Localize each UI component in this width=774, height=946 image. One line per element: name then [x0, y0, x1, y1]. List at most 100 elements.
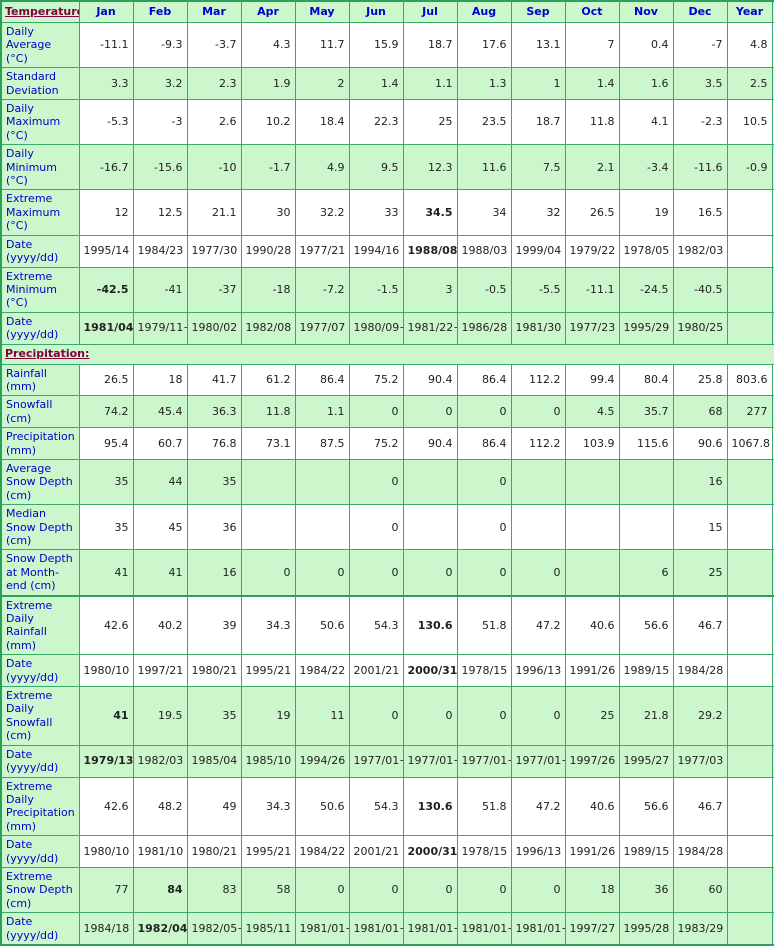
- table-cell: 47.2: [510, 594, 566, 656]
- table-cell: 1982/08: [240, 311, 296, 345]
- table-cell: -24.5: [618, 266, 674, 313]
- table-cell: 21.8: [618, 686, 674, 746]
- row-label: Average Snow Depth (cm): [0, 458, 80, 506]
- table-cell: 25.8: [672, 363, 728, 397]
- table-cell: 1977/01+: [348, 744, 404, 778]
- table-cell: 95.4: [78, 427, 134, 460]
- table-cell: 1995/21: [240, 835, 296, 868]
- table-cell: 1986/28: [456, 311, 512, 345]
- table-cell: 74.2: [78, 395, 134, 429]
- table-row: Extreme Maximum (°C) 12 12.5 21.1 30 32.2 33 34…: [0, 189, 774, 236]
- table-cell: 25: [672, 549, 728, 597]
- table-cell: 0: [402, 866, 458, 914]
- table-cell: 34.5: [402, 189, 458, 236]
- table-cell: 50.6: [294, 594, 350, 656]
- table-cell: 1984/23: [132, 234, 188, 268]
- table-cell: [726, 866, 773, 914]
- table-cell: 2.1: [564, 144, 620, 191]
- table-cell: 1.6: [618, 67, 674, 101]
- table-cell: 1984/28: [672, 654, 728, 688]
- table-cell: 12: [78, 189, 134, 236]
- table-row: Date (yyyy/dd) 1979/13 1982/03 1985/04 1985/…: [0, 744, 774, 778]
- table-cell: 19.5: [132, 686, 188, 746]
- table-cell: 40.2: [132, 594, 188, 656]
- table-cell: [618, 458, 674, 506]
- row-label: Snow Depth at Month-end (cm): [0, 549, 80, 597]
- table-row: Date (yyyy/dd) 1995/14 1984/23 1977/30 1990/…: [0, 234, 774, 268]
- table-cell: 25: [564, 686, 620, 746]
- table-cell: 0: [402, 549, 458, 597]
- table-cell: 7: [564, 21, 620, 69]
- column-header-aug: Aug: [456, 0, 512, 23]
- table-cell: 11.6: [456, 144, 512, 191]
- table-cell: 1979/22: [564, 234, 620, 268]
- table-cell: -41: [132, 266, 188, 313]
- table-cell: 2000/31: [402, 654, 458, 688]
- table-row: Extreme Daily Snowfall (cm) 41 19.5 35 19 11 0…: [0, 686, 774, 746]
- table-cell: 1984/22: [294, 835, 350, 868]
- table-cell: 1985/10: [240, 744, 296, 778]
- table-cell: [726, 912, 773, 946]
- table-cell: 46.7: [672, 776, 728, 837]
- table-cell: 1980/25: [672, 311, 728, 345]
- table-cell: 1985/04: [186, 744, 242, 778]
- column-header-mar: Mar: [186, 0, 242, 23]
- table-cell: 1981/01+: [456, 912, 512, 946]
- table-cell: 51.8: [456, 594, 512, 656]
- table-cell: 112.2: [510, 363, 566, 397]
- table-cell: 13.1: [510, 21, 566, 69]
- table-cell: 1977/01+: [510, 744, 566, 778]
- table-cell: 1.4: [564, 67, 620, 101]
- table-cell: 16.5: [672, 189, 728, 236]
- table-cell: 35: [186, 686, 242, 746]
- table-cell: 61.2: [240, 363, 296, 397]
- table-cell: 25: [402, 99, 458, 146]
- table-cell: 16: [186, 549, 242, 597]
- table-cell: 33: [348, 189, 404, 236]
- table-cell: [240, 504, 296, 551]
- table-cell: 0: [510, 686, 566, 746]
- table-cell: -42.5: [78, 266, 134, 313]
- table-cell: 11.8: [564, 99, 620, 146]
- table-cell: 19: [618, 189, 674, 236]
- table-cell: 1.1: [294, 395, 350, 429]
- table-row: Extreme Daily Rainfall (mm) 42.6 40.2 39 34.…: [0, 594, 774, 656]
- table-cell: [771, 654, 774, 688]
- column-header-sep: Sep: [510, 0, 566, 23]
- section-banner-row: Precipitation:: [0, 343, 774, 365]
- row-label: Date (yyyy/dd): [0, 835, 80, 868]
- table-cell: 18: [132, 363, 188, 397]
- table-cell: 9.5: [348, 144, 404, 191]
- table-cell: 2.5: [726, 67, 773, 101]
- table-cell: 11.7: [294, 21, 350, 69]
- table-cell: 1981/01+: [510, 912, 566, 946]
- table-cell: 1981/01+: [402, 912, 458, 946]
- table-cell: 0: [456, 504, 512, 551]
- table-cell: 47.2: [510, 776, 566, 837]
- table-cell: 0.4: [618, 21, 674, 69]
- table-cell: 1999/04: [510, 234, 566, 268]
- table-cell: -1.5: [348, 266, 404, 313]
- table-cell: [726, 234, 773, 268]
- row-label: Daily Minimum (°C): [0, 144, 80, 191]
- table-cell: 29.2: [672, 686, 728, 746]
- column-header-jul: Jul: [402, 0, 458, 23]
- table-cell: 45.4: [132, 395, 188, 429]
- table-cell: 0: [456, 395, 512, 429]
- table-cell: 11.8: [240, 395, 296, 429]
- table-cell: 40.6: [564, 776, 620, 837]
- column-header-dec: Dec: [672, 0, 728, 23]
- table-cell: 1984/22: [294, 654, 350, 688]
- table-cell: 11: [294, 686, 350, 746]
- table-cell: 26.5: [78, 363, 134, 397]
- table-cell: -2.3: [672, 99, 728, 146]
- column-header-oct: Oct: [564, 0, 620, 23]
- table-cell: 1.9: [240, 67, 296, 101]
- table-cell: [771, 744, 774, 778]
- table-cell: 4.1: [618, 99, 674, 146]
- table-cell: [726, 311, 773, 345]
- table-cell: 1.4: [348, 67, 404, 101]
- table-cell: 12.5: [132, 189, 188, 236]
